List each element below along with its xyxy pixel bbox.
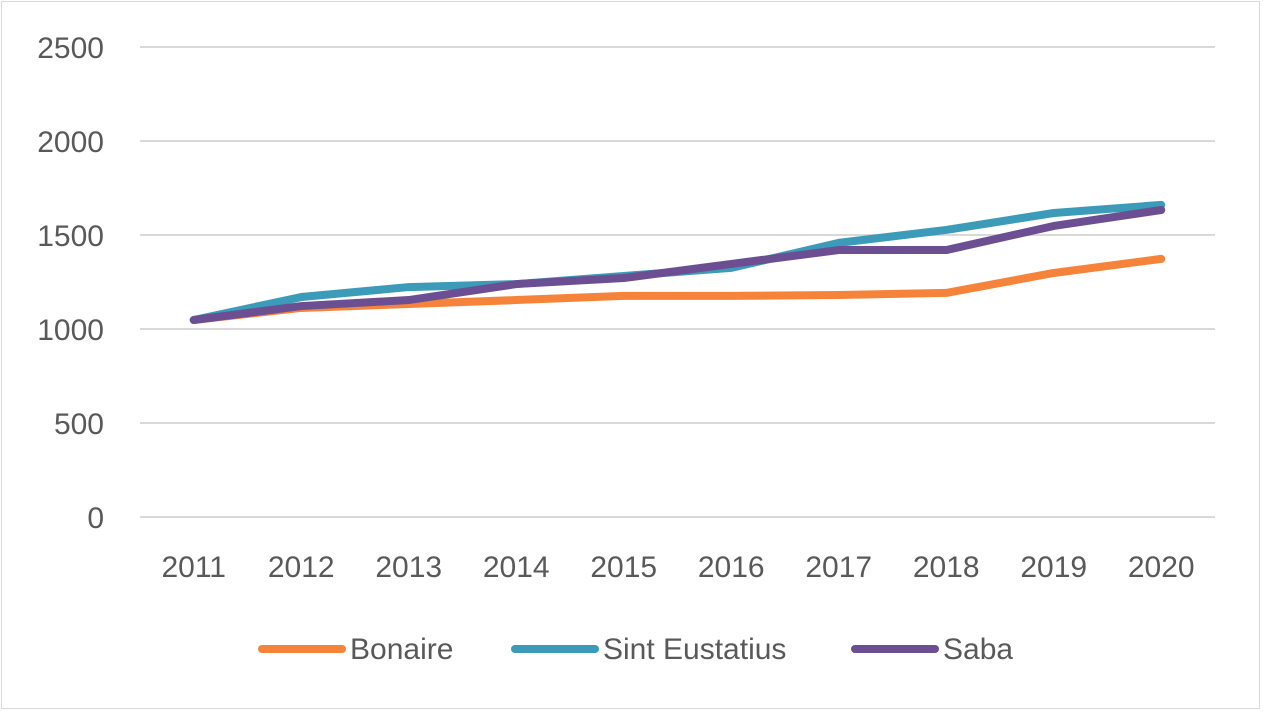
y-tick-label: 2500 bbox=[37, 32, 104, 65]
x-tick-label: 2019 bbox=[1020, 551, 1087, 584]
legend-label: Saba bbox=[943, 633, 1013, 666]
x-tick-label: 2013 bbox=[375, 551, 442, 584]
y-tick-label: 500 bbox=[54, 408, 104, 441]
x-tick-label: 2016 bbox=[698, 551, 765, 584]
x-tick-label: 2020 bbox=[1128, 551, 1195, 584]
x-tick-label: 2011 bbox=[161, 551, 226, 584]
series-line-saba bbox=[189, 205, 1166, 324]
legend-label: Sint Eustatius bbox=[603, 633, 786, 666]
x-tick-label: 2018 bbox=[913, 551, 980, 584]
y-tick-label: 2000 bbox=[37, 126, 104, 159]
y-tick-label: 1500 bbox=[37, 220, 104, 253]
x-tick-label: 2014 bbox=[483, 551, 550, 584]
legend-label: Bonaire bbox=[350, 633, 453, 666]
x-tick-label: 2017 bbox=[805, 551, 872, 584]
y-tick-label: 1000 bbox=[37, 314, 104, 347]
x-tick-label: 2012 bbox=[268, 551, 335, 584]
y-tick-label: 0 bbox=[87, 502, 104, 535]
x-tick-label: 2015 bbox=[590, 551, 657, 584]
